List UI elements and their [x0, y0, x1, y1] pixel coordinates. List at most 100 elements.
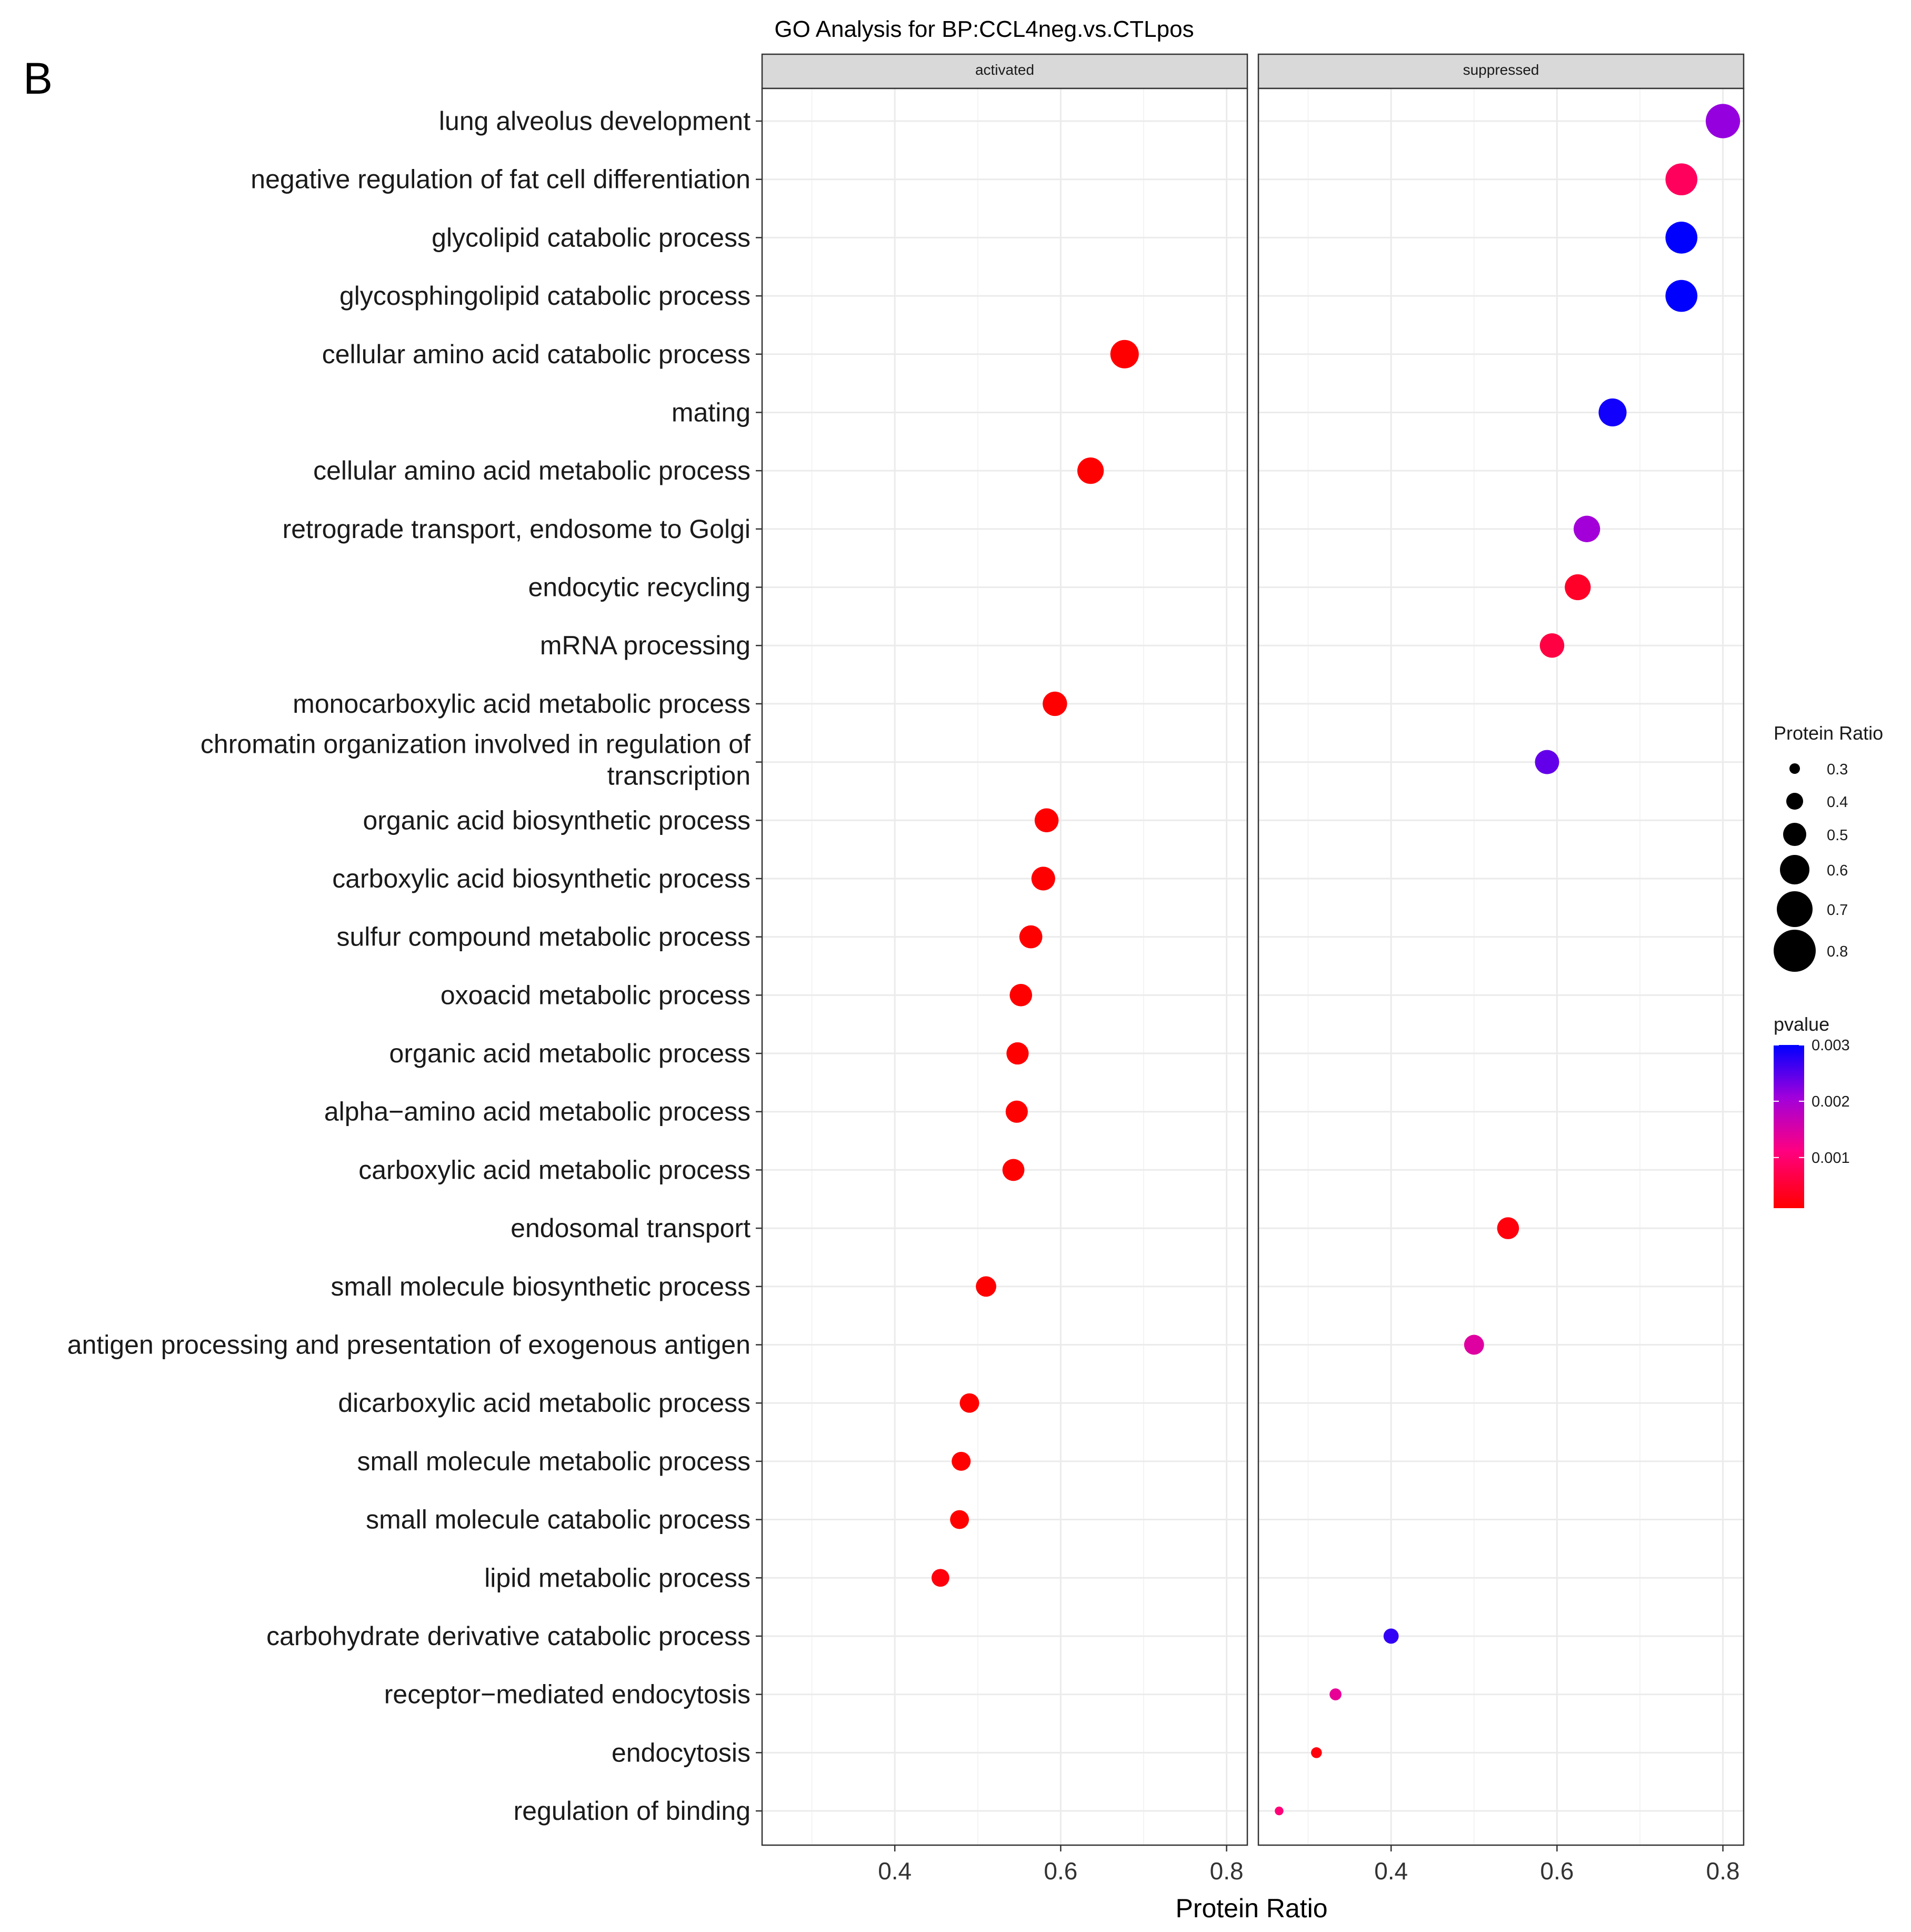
y-tick-label: organic acid biosynthetic process: [363, 805, 751, 835]
size-legend-label: 0.4: [1827, 794, 1848, 811]
data-point: [1019, 925, 1043, 949]
data-point: [1565, 574, 1591, 601]
y-tick-label: mRNA processing: [540, 631, 751, 660]
data-point: [1329, 1688, 1342, 1700]
y-axis-labels: lung alveolus development negative regula…: [67, 106, 762, 1826]
data-point: [931, 1569, 949, 1587]
y-tick-label: glycosphingolipid catabolic process: [339, 281, 751, 311]
panel-background: [762, 88, 1247, 1845]
x-tick-label: 0.8: [1706, 1857, 1740, 1885]
facet-strip: [1257, 53, 1745, 89]
panel-border: [1257, 87, 1745, 1846]
y-tick-label: dicarboxylic acid metabolic process: [338, 1388, 751, 1418]
size-legend-title: Protein Ratio: [1774, 722, 1883, 744]
data-point: [1535, 750, 1559, 774]
y-tick-label: retrograde transport, endosome to Golgi: [283, 514, 751, 544]
data-point: [1311, 1747, 1322, 1758]
data-point: [1034, 808, 1059, 833]
data-point: [1275, 1806, 1284, 1816]
y-tick-label: carboxylic acid metabolic process: [358, 1155, 751, 1184]
y-tick-label: small molecule catabolic process: [366, 1505, 751, 1535]
data-point: [1383, 1628, 1399, 1644]
size-legend-label: 0.5: [1827, 827, 1848, 844]
y-tick-label: antigen processing and presentation of e…: [67, 1330, 751, 1359]
data-point: [1573, 515, 1600, 542]
size-legend-label: 0.3: [1827, 761, 1848, 778]
data-point: [1002, 1159, 1025, 1181]
y-tick-label: small molecule biosynthetic process: [331, 1272, 751, 1301]
data-point: [1043, 691, 1067, 716]
size-legend-label: 0.8: [1827, 943, 1848, 960]
x-tick-label: 0.4: [878, 1857, 912, 1885]
pvalue-colorbar: [1774, 1045, 1804, 1208]
x-tick-label: 0.6: [1540, 1857, 1574, 1885]
data-point: [976, 1276, 996, 1297]
data-point: [1497, 1217, 1519, 1239]
facet-strip-label: suppressed: [1463, 62, 1539, 78]
data-point: [952, 1451, 971, 1471]
x-tick-label: 0.6: [1044, 1857, 1077, 1885]
chart-title: GO Analysis for BP:CCL4neg.vs.CTLpos: [774, 16, 1194, 42]
panel-activated: activated 0.4 0.6 0.8: [761, 53, 1248, 1885]
data-point: [1031, 867, 1055, 891]
y-tick-label: sulfur compound metabolic process: [337, 922, 751, 952]
colorbar-tick-label: 0.003: [1812, 1037, 1850, 1054]
pvalue-legend-title: pvalue: [1774, 1013, 1829, 1035]
y-tick-label: oxoacid metabolic process: [441, 980, 751, 1010]
colorbar-tick-label: 0.001: [1812, 1150, 1850, 1167]
size-legend-dot: [1777, 891, 1813, 927]
y-tick-label: cellular amino acid catabolic process: [322, 340, 751, 369]
y-tick-label: monocarboxylic acid metabolic process: [293, 689, 751, 719]
size-legend-label: 0.7: [1827, 902, 1848, 919]
panel-background: [1258, 88, 1744, 1845]
y-tick-label-line: chromatin organization involved in regul…: [201, 730, 751, 759]
facet-strip-label: activated: [975, 62, 1034, 78]
panel-letter: B: [23, 54, 53, 103]
y-tick-label: endocytic recycling: [528, 573, 751, 602]
size-legend-dot: [1783, 823, 1806, 846]
y-tick-label-line: transcription: [607, 761, 751, 791]
data-point: [959, 1393, 979, 1413]
y-tick-label: carbohydrate derivative catabolic proces…: [266, 1621, 751, 1651]
x-axis-title: Protein Ratio: [1175, 1894, 1327, 1923]
data-point: [1665, 163, 1698, 196]
size-legend: Protein Ratio 0.3 0.4 0.5 0.6 0.7 0.8: [1774, 722, 1883, 972]
panel-suppressed: suppressed 0.4 0.6 0.8: [1257, 53, 1745, 1885]
y-tick-label: cellular amino acid metabolic process: [313, 456, 751, 485]
y-tick-label: glycolipid catabolic process: [432, 223, 751, 252]
y-tick-label: alpha−amino acid metabolic process: [324, 1097, 751, 1127]
size-legend-label: 0.6: [1827, 862, 1848, 879]
data-point: [1006, 1042, 1029, 1065]
y-tick-label: endocytosis: [612, 1738, 751, 1767]
y-tick-label: small molecule metabolic process: [357, 1447, 751, 1476]
size-legend-dot: [1786, 793, 1803, 810]
facet-strip: [761, 53, 1248, 89]
y-tick-label: organic acid metabolic process: [389, 1039, 751, 1068]
y-tick-label: receptor−mediated endocytosis: [384, 1680, 751, 1709]
x-tick-label: 0.4: [1374, 1857, 1408, 1885]
colorbar-tick-label: 0.002: [1812, 1093, 1850, 1110]
y-tick-label: regulation of binding: [514, 1796, 751, 1826]
data-point: [1598, 398, 1627, 427]
data-point: [1110, 340, 1139, 369]
data-point: [1665, 280, 1698, 312]
y-tick-label: carboxylic acid biosynthetic process: [332, 864, 751, 893]
data-point: [950, 1510, 969, 1529]
y-tick-label: negative regulation of fat cell differen…: [251, 165, 751, 194]
pvalue-legend: pvalue 0.001 0.002 0.003: [1774, 1013, 1850, 1208]
y-tick-label: lipid metabolic process: [484, 1563, 751, 1592]
y-tick-label: chromatin organization involved in regul…: [201, 730, 751, 791]
y-tick-label: mating: [672, 397, 751, 427]
data-point: [1009, 984, 1033, 1007]
facet-panels: activated 0.4 0.6 0.8 suppressed 0.4 0.6 0.8: [761, 53, 1745, 1885]
y-tick-label: lung alveolus development: [439, 106, 751, 136]
data-point: [1464, 1335, 1484, 1355]
x-tick-label: 0.8: [1210, 1857, 1244, 1885]
data-point: [1665, 222, 1698, 254]
data-point: [1077, 457, 1104, 484]
y-tick-label: endosomal transport: [511, 1213, 751, 1243]
panel-border: [761, 87, 1248, 1846]
size-legend-dot: [1774, 930, 1816, 972]
size-legend-dot: [1789, 763, 1800, 774]
